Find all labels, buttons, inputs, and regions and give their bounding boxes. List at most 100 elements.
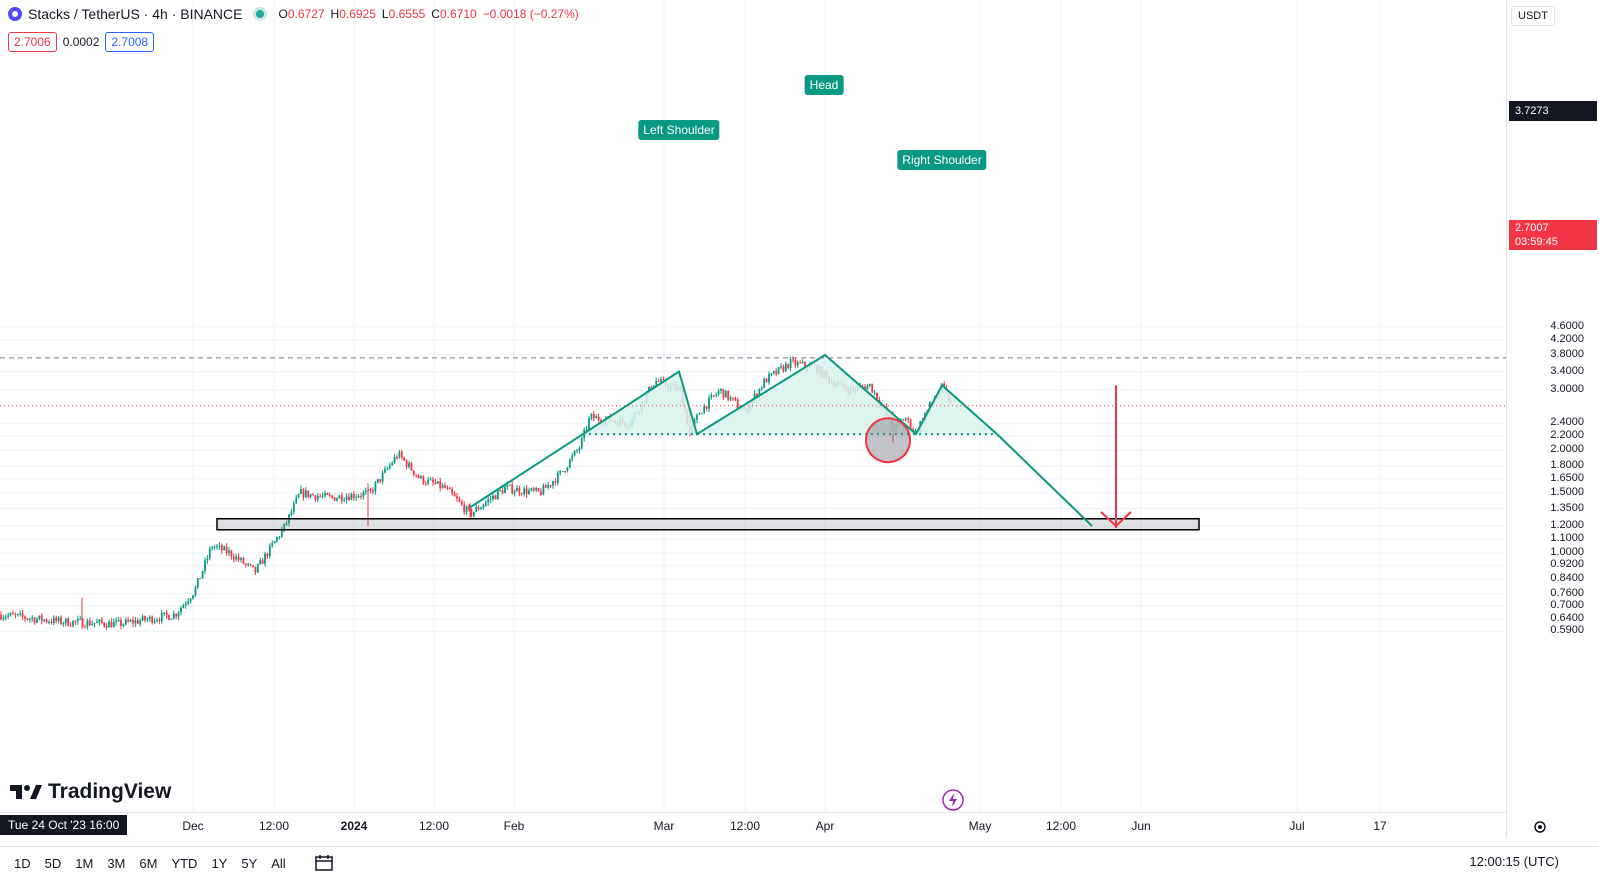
candle-body [559,471,562,473]
candle-body [780,366,782,368]
timeframe-5d[interactable]: 5D [44,855,62,871]
candle-body [144,616,146,621]
candle-body [168,615,170,620]
candle-body [28,618,31,620]
time-axis[interactable]: Tue 24 Oct '23 16:00 Dec 12:00 2024 12:00 Fe… [0,812,1506,839]
candle-body [907,418,910,420]
candle-body [172,613,175,619]
candle-body [340,495,343,501]
buy-button[interactable]: 2.7008 [105,32,155,52]
candle-body [364,490,367,493]
tradingview-logo[interactable]: TradingView [10,780,171,804]
candle-body [393,456,396,464]
timeframe-1m[interactable]: 1M [75,855,94,871]
candle-body [770,373,773,375]
symbol-title[interactable]: Stacks / TetherUS · 4h · BINANCE [28,6,243,22]
candle-body [765,378,768,383]
candle-body [14,614,17,616]
candle-body [240,558,242,561]
candle-body [451,489,454,494]
high-value: 0.6925 [339,7,376,21]
candle-body [124,619,127,625]
candle-body [792,359,794,361]
time-tick-label: Jul [1289,819,1305,833]
left-shoulder-label[interactable]: Left Shoulder [638,120,720,140]
sell-button[interactable]: 2.7006 [8,32,57,52]
candle-body [211,547,214,549]
candle-body [48,621,50,623]
candle-body [98,619,101,622]
candle-body [76,618,79,622]
candle-body [501,490,504,494]
candle-body [4,616,7,618]
candle-body [511,484,514,494]
candle-body [62,623,65,625]
candle-body [134,620,137,624]
candle-body [180,607,182,613]
candle-body [722,388,725,398]
timeframe-ytd[interactable]: YTD [171,855,198,871]
right-shoulder-label[interactable]: Right Shoulder [897,150,987,170]
candle-body [19,613,22,615]
candle-body [376,479,379,483]
price-chart[interactable] [0,0,1506,812]
candle-body [794,359,797,366]
price-tick-label: 0.8400 [1550,571,1584,584]
candle-body [216,546,218,548]
candle-body [415,474,418,476]
timeframe-selector: 1D 5D 1M 3M 6M YTD 1Y 5Y All [14,853,334,873]
time-tick-label: Dec [182,819,204,833]
low-value: 0.6555 [388,7,426,21]
market-status-icon[interactable] [256,10,265,18]
price-tick-label: 0.5900 [1550,624,1584,637]
calendar-range-icon[interactable] [314,853,334,873]
candle-body [278,536,281,538]
candle-body [321,495,324,497]
price-tick-label: 1.0000 [1550,546,1584,559]
candle-body [38,615,41,619]
candle-body [552,481,554,486]
candle-body [540,491,542,495]
timeframe-all[interactable]: All [271,855,286,871]
timeframe-1y[interactable]: 1Y [211,855,228,871]
timeframe-6m[interactable]: 6M [139,855,158,871]
bid-ask-panel: 2.7006 0.0002 2.7008 [8,32,155,52]
candle-body [427,479,430,484]
price-tick-label: 4.2000 [1550,333,1584,346]
candle-body [736,399,739,408]
currency-selector[interactable]: USDT [1511,6,1555,26]
candle-body [439,481,442,488]
candle-body [712,395,715,397]
lightning-icon[interactable] [941,788,965,812]
candle-body [151,616,154,623]
time-tick-label: May [968,819,992,833]
candle-body [331,495,334,498]
candle-body [103,622,106,626]
candle-body [561,471,564,473]
timeframe-5y[interactable]: 5Y [241,855,258,871]
settings-gear-icon[interactable] [1532,819,1548,835]
candle-body [787,363,790,369]
timeframe-1d[interactable]: 1D [14,855,31,871]
candle-body [2,617,5,620]
candle-body [74,620,77,622]
candle-body [506,485,509,487]
time-tick-label: 12:00 [258,819,290,833]
chart-pane[interactable]: Stacks / TetherUS · 4h · BINANCE O0.6727… [0,0,1506,812]
candle-body [276,537,278,542]
candle-body [876,392,878,401]
candle-body [69,625,72,627]
candle-body [518,487,521,494]
candle-body [429,479,432,481]
bottom-toolbar: 1D 5D 1M 3M 6M YTD 1Y 5Y All 12:00:15 (U… [0,846,1599,894]
utc-clock[interactable]: 12:00:15 (UTC) [1469,854,1559,869]
timeframe-3m[interactable]: 3M [107,855,126,871]
candle-body [595,416,598,419]
price-axis[interactable]: USDT 4.6000 4.2000 3.8000 3.4000 3.0000 2.400… [1506,0,1599,838]
candle-body [547,484,550,488]
candle-body [657,380,660,382]
candle-body [436,481,439,484]
candle-body [432,479,434,483]
head-label[interactable]: Head [804,75,844,95]
candle-body [165,612,168,616]
